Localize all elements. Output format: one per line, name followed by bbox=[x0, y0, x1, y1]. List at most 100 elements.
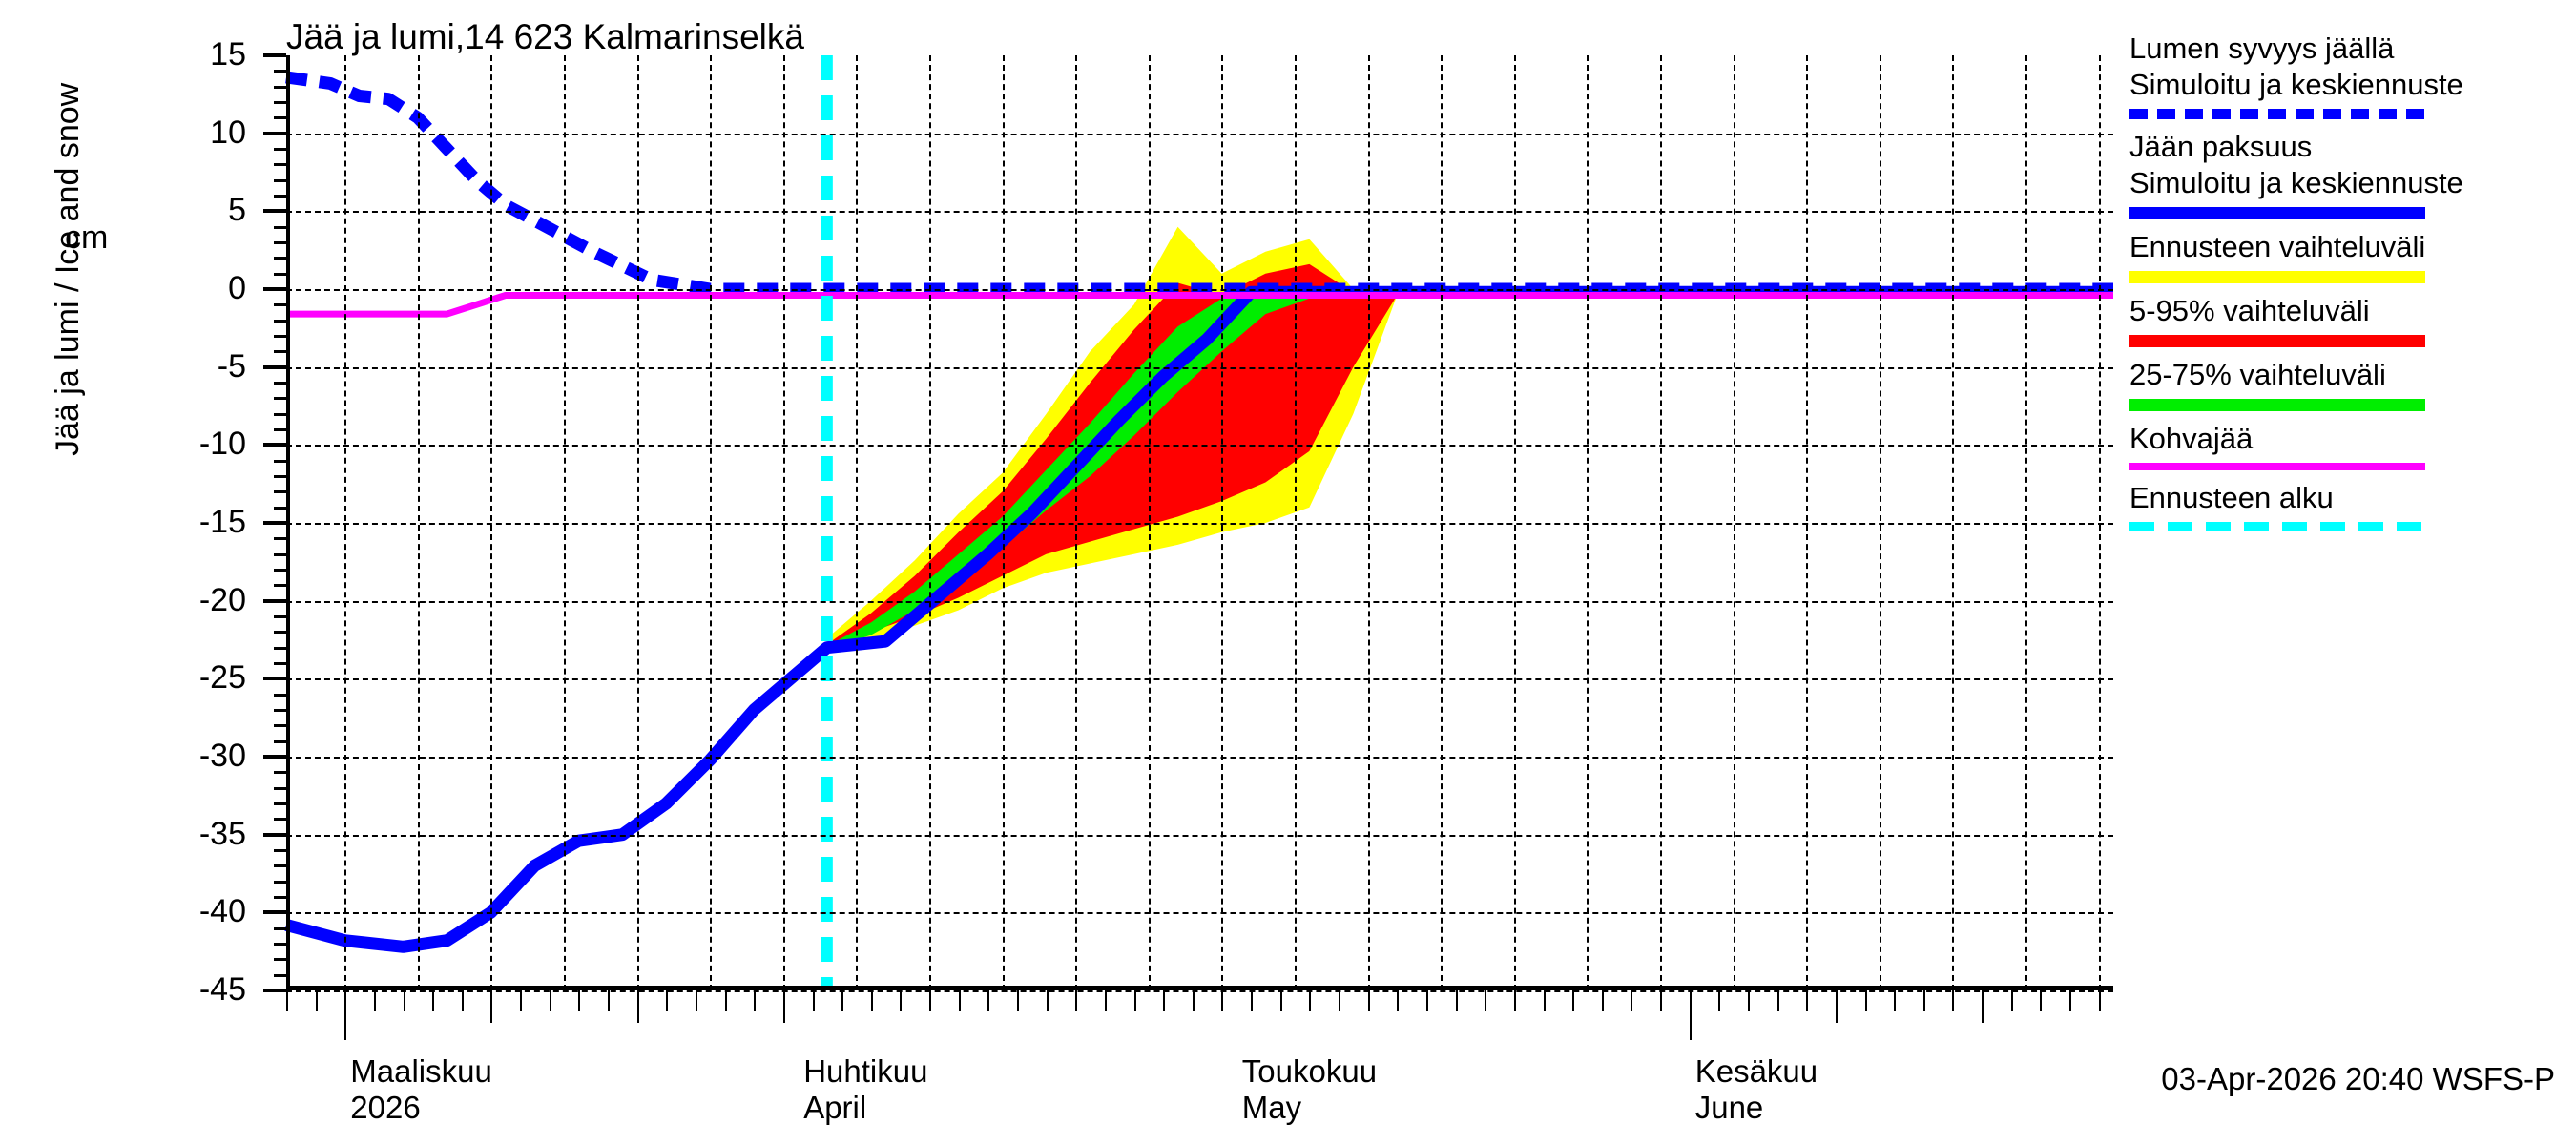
y-axis-minor-tick bbox=[274, 272, 286, 276]
y-axis-minor-tick bbox=[274, 490, 286, 494]
y-gridline bbox=[286, 834, 2113, 837]
legend-swatch-green-band bbox=[2129, 399, 2425, 411]
footer-timestamp: 03-Apr-2026 20:40 WSFS-P bbox=[2161, 1061, 2555, 1096]
legend-swatch-magenta-line bbox=[2129, 463, 2425, 470]
y-gridline bbox=[286, 445, 2113, 448]
y-axis-minor-tick bbox=[274, 693, 286, 697]
legend-item[interactable]: 25-75% vaihteluväli bbox=[2129, 357, 2576, 411]
x-gridline bbox=[490, 55, 493, 990]
legend-item-label: Jään paksuus bbox=[2129, 130, 2313, 163]
legend-item[interactable]: Kohvajää bbox=[2129, 421, 2576, 470]
y-axis-minor-tick bbox=[274, 926, 286, 930]
x-axis-tick bbox=[1309, 990, 1312, 1011]
x-axis-tick bbox=[1367, 990, 1370, 1011]
x-gridline bbox=[1221, 55, 1224, 990]
y-axis-minor-tick bbox=[274, 506, 286, 510]
legend-item-label: Lumen syvyys jäällä bbox=[2129, 31, 2395, 65]
x-axis-tick bbox=[1279, 990, 1282, 1011]
x-axis-tick bbox=[1601, 990, 1604, 1011]
x-axis-tick bbox=[1835, 990, 1838, 1023]
x-axis-tick bbox=[782, 990, 785, 1023]
y-axis-minor-tick bbox=[274, 163, 286, 167]
x-gridline bbox=[1002, 55, 1005, 990]
x-gridline bbox=[1513, 55, 1516, 990]
y-axis-minor-tick bbox=[274, 459, 286, 463]
legend-item[interactable]: Ennusteen vaihteluväli bbox=[2129, 229, 2576, 283]
legend-item[interactable]: Lumen syvyys jäällä Simuloitu ja keskienn… bbox=[2129, 31, 2576, 119]
x-axis-tick bbox=[1689, 990, 1692, 1040]
y-axis-title: Jää ja lumi / Ice and snow bbox=[50, 82, 86, 456]
legend-swatch-blue-solid-line bbox=[2129, 207, 2425, 219]
y-axis-tick bbox=[263, 598, 286, 603]
y-axis-minor-tick bbox=[274, 584, 286, 588]
x-axis-tick bbox=[1806, 990, 1809, 1011]
legend-item-label: Kohvajää bbox=[2129, 422, 2254, 455]
x-axis-tick bbox=[754, 990, 757, 1011]
y-axis-minor-tick bbox=[274, 818, 286, 822]
x-axis-tick bbox=[1631, 990, 1633, 1011]
x-axis-tick bbox=[1397, 990, 1400, 1011]
x-gridline bbox=[1441, 55, 1444, 990]
y-axis-minor-tick bbox=[274, 880, 286, 884]
legend-item-label: Ennusteen vaihteluväli bbox=[2129, 230, 2426, 263]
y-axis-tick-label: 10 bbox=[210, 114, 246, 151]
y-axis-minor-tick bbox=[274, 958, 286, 962]
y-axis-tick-label: -40 bbox=[198, 893, 246, 930]
legend-item-label: 25-75% vaihteluväli bbox=[2129, 358, 2386, 391]
y-axis-minor-tick bbox=[274, 178, 286, 182]
y-axis-minor-tick bbox=[274, 631, 286, 635]
y-axis-minor-tick bbox=[274, 849, 286, 852]
y-gridline bbox=[286, 990, 2113, 992]
y-axis-minor-tick bbox=[274, 412, 286, 416]
x-axis-tick bbox=[1192, 990, 1195, 1011]
x-axis-tick bbox=[490, 990, 493, 1023]
y-axis-tick-label: -30 bbox=[198, 738, 246, 774]
y-axis-tick-label: -20 bbox=[198, 581, 246, 618]
x-axis-tick bbox=[958, 990, 961, 1011]
x-gridline bbox=[1952, 55, 1955, 990]
x-axis-tick bbox=[549, 990, 551, 1011]
x-axis-tick bbox=[315, 990, 318, 1011]
y-gridline bbox=[286, 912, 2113, 915]
y-axis-tick bbox=[263, 910, 286, 915]
x-axis-tick-label-fi: Huhtikuu bbox=[803, 1053, 928, 1089]
x-axis-tick-label-sub: April bbox=[803, 1090, 867, 1125]
legend-item[interactable]: Jään paksuus Simuloitu ja keskiennuste bbox=[2129, 129, 2576, 219]
x-gridline bbox=[1806, 55, 1809, 990]
y-gridline bbox=[286, 757, 2113, 759]
x-axis-tick-label-fi: Kesäkuu bbox=[1694, 1053, 1818, 1089]
y-gridline bbox=[286, 600, 2113, 603]
y-axis-tick-label: -15 bbox=[198, 504, 246, 540]
plot-area: Jää ja lumi / Ice and snow cm 15 10 5 0 -5 -1… bbox=[50, 38, 2113, 1125]
y-axis-minor-tick bbox=[274, 709, 286, 712]
x-axis-tick bbox=[1982, 990, 1984, 1023]
y-axis-unit: cm bbox=[65, 219, 109, 256]
y-axis-tick bbox=[263, 677, 286, 681]
x-axis-tick bbox=[900, 990, 903, 1011]
y-axis-minor-tick bbox=[274, 116, 286, 120]
y-axis-tick-label: -45 bbox=[198, 971, 246, 1008]
y-axis-tick bbox=[263, 832, 286, 837]
y-gridline bbox=[286, 523, 2113, 525]
y-axis-minor-tick bbox=[274, 319, 286, 323]
y-axis-tick bbox=[263, 209, 286, 214]
legend-item[interactable]: 5-95% vaihteluväli bbox=[2129, 293, 2576, 347]
x-axis-tick bbox=[1485, 990, 1487, 1011]
legend-item-sublabel: Simuloitu ja keskiennuste bbox=[2129, 166, 2463, 199]
x-axis-tick bbox=[1017, 990, 1019, 1011]
x-gridline bbox=[2025, 55, 2028, 990]
x-axis-tick bbox=[870, 990, 873, 1011]
y-axis-minor-tick bbox=[274, 70, 286, 73]
legend-item[interactable]: Ennusteen alku bbox=[2129, 480, 2576, 531]
x-axis-tick bbox=[1104, 990, 1107, 1011]
y-axis-tick-label: -5 bbox=[217, 347, 246, 385]
y-gridline bbox=[286, 289, 2113, 291]
y-axis-minor-tick bbox=[274, 241, 286, 244]
x-axis-tick bbox=[608, 990, 611, 1011]
y-axis-minor-tick bbox=[274, 335, 286, 338]
chart-line-series bbox=[286, 292, 2113, 318]
x-axis-tick bbox=[286, 990, 288, 1011]
y-axis-minor-tick bbox=[274, 101, 286, 104]
y-axis-minor-tick bbox=[274, 303, 286, 307]
legend-item-sublabel: Simuloitu ja keskiennuste bbox=[2129, 68, 2463, 101]
